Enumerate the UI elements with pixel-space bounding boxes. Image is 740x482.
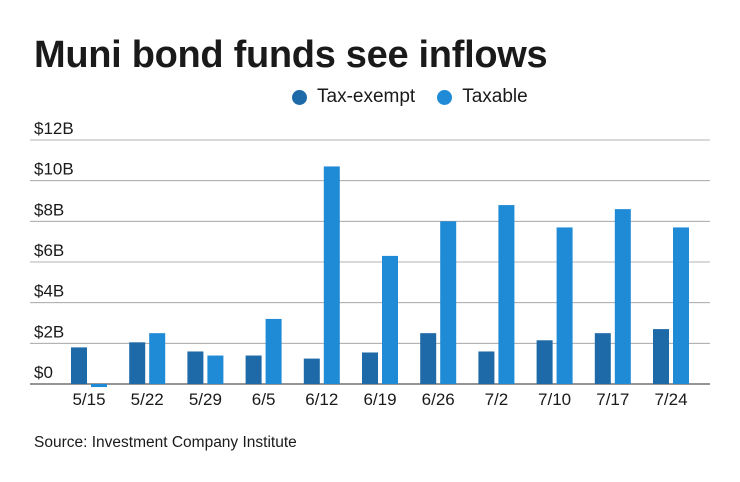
bar-taxable [556, 227, 573, 384]
x-tick-label: 5/15 [72, 390, 105, 409]
legend: Tax-exempt Taxable [292, 86, 550, 108]
y-tick-label: $0 [34, 363, 53, 382]
bar-tax-exempt [536, 340, 553, 384]
legend-item-tax-exempt: Tax-exempt [292, 86, 415, 108]
legend-item-taxable: Taxable [437, 86, 528, 108]
source-note: Source: Investment Company Institute [34, 434, 297, 451]
y-tick-label: $12B [34, 119, 74, 138]
x-tick-label: 6/12 [305, 390, 338, 409]
bar-taxable [265, 318, 282, 384]
bar-tax-exempt [420, 333, 437, 384]
legend-label-taxable: Taxable [462, 86, 528, 107]
bar-taxable [673, 227, 689, 384]
bar-taxable [382, 255, 398, 384]
chart-title: Muni bond funds see inflows [34, 34, 548, 76]
bar-tax-exempt [129, 342, 146, 384]
bar-taxable [323, 166, 340, 384]
bar-tax-exempt [303, 358, 320, 384]
bar-taxable [498, 205, 515, 384]
y-tick-label: $10B [34, 160, 74, 179]
bar-tax-exempt [362, 352, 378, 384]
x-tick-label: 7/17 [596, 390, 629, 409]
legend-swatch-taxable [437, 89, 453, 105]
legend-label-tax-exempt: Tax-exempt [317, 86, 416, 107]
x-tick-label: 7/24 [654, 390, 687, 409]
bar-tax-exempt [187, 351, 204, 384]
bar-taxable [207, 355, 224, 384]
bar-chart: $0 $2B $4B $6B $8B $10B $12B 5/15 5/22 5/29 6/5 6/1… [30, 119, 710, 409]
x-tick-label: 5/22 [131, 390, 164, 409]
bar-tax-exempt [653, 329, 669, 384]
bar-taxable [614, 209, 631, 384]
x-tick-label: 7/2 [485, 390, 509, 409]
bar-tax-exempt [594, 333, 611, 384]
bar-taxable [440, 221, 457, 384]
x-tick-label: 6/26 [422, 390, 455, 409]
y-tick-label: $8B [34, 200, 64, 219]
bar-tax-exempt [71, 347, 87, 384]
bar-taxable [149, 333, 166, 384]
x-tick-label: 5/29 [189, 390, 222, 409]
y-tick-label: $2B [34, 322, 64, 341]
x-tick-label: 7/10 [538, 390, 571, 409]
y-tick-label: $6B [34, 241, 64, 260]
bar-tax-exempt [478, 351, 495, 384]
x-tick-label: 6/5 [252, 390, 276, 409]
bar-tax-exempt [245, 355, 262, 384]
legend-swatch-tax-exempt [292, 89, 307, 105]
x-tick-label: 6/19 [363, 390, 396, 409]
bar-taxable [91, 384, 107, 388]
y-tick-label: $4B [34, 282, 64, 301]
